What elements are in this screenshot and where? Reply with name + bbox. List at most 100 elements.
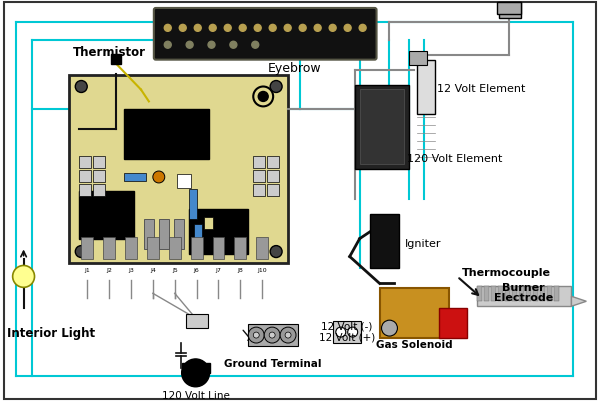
- Bar: [79, 191, 134, 239]
- Bar: [497, 2, 521, 14]
- Circle shape: [252, 41, 259, 48]
- Text: J1: J1: [85, 268, 90, 273]
- Bar: [125, 237, 137, 258]
- Bar: [103, 237, 115, 258]
- Bar: [519, 287, 524, 301]
- Circle shape: [269, 332, 275, 338]
- Bar: [70, 75, 288, 264]
- Bar: [533, 287, 538, 301]
- Circle shape: [264, 327, 280, 343]
- Text: 12 Volt Element: 12 Volt Element: [437, 85, 526, 94]
- Circle shape: [329, 24, 336, 31]
- Bar: [267, 156, 279, 168]
- Circle shape: [13, 266, 35, 287]
- Text: J4: J4: [150, 268, 156, 273]
- Bar: [93, 170, 105, 182]
- FancyBboxPatch shape: [154, 8, 377, 60]
- Bar: [256, 237, 268, 258]
- Text: 12 Volt (+): 12 Volt (+): [319, 332, 375, 342]
- Circle shape: [209, 24, 216, 31]
- Text: 12 Volt (-): 12 Volt (-): [321, 321, 373, 331]
- Bar: [185, 314, 208, 328]
- Text: Interior Light: Interior Light: [7, 326, 95, 340]
- Bar: [554, 287, 559, 301]
- Bar: [267, 184, 279, 196]
- Circle shape: [344, 24, 351, 31]
- Bar: [409, 51, 427, 64]
- Bar: [484, 287, 489, 301]
- Bar: [79, 156, 91, 168]
- Text: Thermocouple: Thermocouple: [462, 268, 551, 278]
- Bar: [124, 173, 146, 181]
- Circle shape: [182, 359, 209, 387]
- Bar: [169, 237, 181, 258]
- Bar: [491, 287, 496, 301]
- Bar: [191, 237, 203, 258]
- Bar: [355, 85, 409, 169]
- Circle shape: [336, 327, 346, 337]
- Bar: [188, 209, 248, 253]
- Polygon shape: [571, 296, 586, 306]
- Circle shape: [299, 24, 306, 31]
- Circle shape: [179, 24, 186, 31]
- Bar: [526, 287, 530, 301]
- Text: 120 Volt Element: 120 Volt Element: [407, 154, 503, 164]
- Bar: [505, 287, 510, 301]
- Bar: [188, 189, 197, 219]
- Bar: [174, 219, 184, 249]
- Bar: [477, 287, 482, 301]
- Circle shape: [270, 81, 282, 92]
- Bar: [547, 287, 551, 301]
- Circle shape: [280, 327, 296, 343]
- Circle shape: [258, 91, 268, 102]
- Circle shape: [253, 87, 273, 106]
- Circle shape: [164, 41, 171, 48]
- Circle shape: [348, 327, 358, 337]
- Bar: [79, 170, 91, 182]
- Text: G: G: [371, 172, 376, 177]
- Bar: [370, 214, 400, 268]
- Circle shape: [194, 24, 201, 31]
- Text: F: F: [371, 183, 375, 189]
- Text: J7: J7: [215, 268, 221, 273]
- Text: E: E: [371, 195, 375, 200]
- Text: J10: J10: [257, 268, 267, 273]
- Bar: [477, 287, 571, 306]
- Circle shape: [359, 24, 366, 31]
- Text: Electrode: Electrode: [494, 293, 553, 303]
- Circle shape: [224, 24, 231, 31]
- Bar: [359, 89, 404, 164]
- Circle shape: [382, 320, 397, 336]
- Circle shape: [253, 332, 259, 338]
- Circle shape: [270, 245, 282, 258]
- Text: Igniter: Igniter: [404, 239, 441, 249]
- Circle shape: [164, 24, 171, 31]
- Bar: [144, 219, 154, 249]
- Text: J6: J6: [194, 268, 199, 273]
- Bar: [267, 170, 279, 182]
- Circle shape: [230, 41, 237, 48]
- Bar: [124, 109, 209, 159]
- Bar: [203, 217, 214, 229]
- Text: J5: J5: [172, 268, 178, 273]
- Circle shape: [314, 24, 321, 31]
- Bar: [253, 170, 265, 182]
- Bar: [93, 184, 105, 196]
- Text: Burner: Burner: [502, 283, 545, 293]
- Bar: [418, 60, 435, 114]
- Bar: [512, 287, 517, 301]
- Circle shape: [75, 245, 87, 258]
- Text: Ground Terminal: Ground Terminal: [224, 359, 322, 369]
- Bar: [498, 287, 503, 301]
- Bar: [93, 156, 105, 168]
- Bar: [248, 324, 298, 346]
- Bar: [177, 174, 191, 188]
- Text: Thermistor: Thermistor: [73, 46, 146, 59]
- Bar: [380, 288, 449, 338]
- Bar: [194, 224, 202, 245]
- Circle shape: [269, 24, 276, 31]
- Bar: [499, 2, 521, 18]
- Bar: [235, 237, 247, 258]
- Text: J2: J2: [106, 268, 112, 273]
- Text: Gas Solenoid: Gas Solenoid: [376, 340, 452, 350]
